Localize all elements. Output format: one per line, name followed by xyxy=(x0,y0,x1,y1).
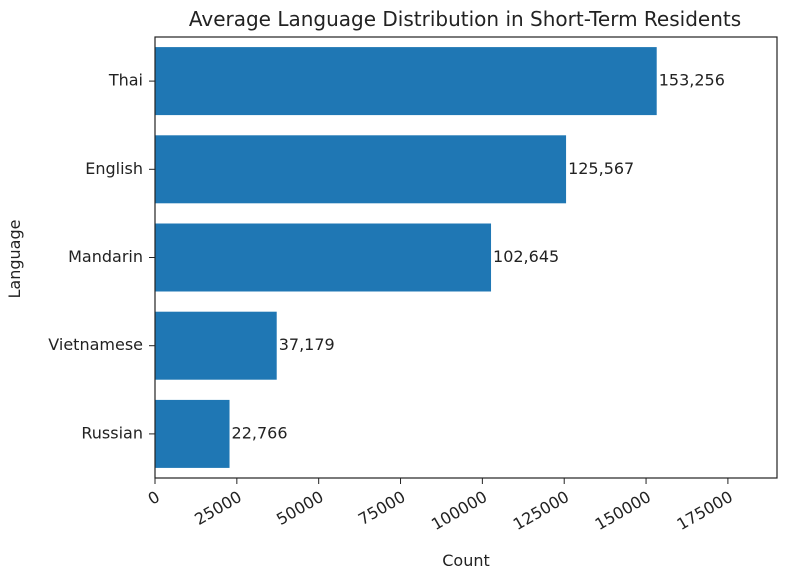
data-labels-layer: 153,256 125,567 102,645 37,179 22,766 xyxy=(232,71,725,443)
x-tick-label-125000: 125000 xyxy=(510,487,572,534)
x-tick-label-75000: 75000 xyxy=(355,487,409,529)
plot-frame xyxy=(154,36,778,479)
bar-english xyxy=(155,135,567,204)
y-ticks-layer: Thai English Mandarin Vietnamese Russian xyxy=(48,71,155,442)
y-axis-label: Language xyxy=(5,220,24,299)
y-tick-label-russian: Russian xyxy=(81,423,143,442)
y-tick-label-vietnamese: Vietnamese xyxy=(48,335,143,354)
x-tick-label-50000: 50000 xyxy=(273,487,327,529)
bar-russian xyxy=(155,399,230,468)
y-tick-label-thai: Thai xyxy=(108,71,143,90)
bar-thai xyxy=(155,47,657,116)
x-tick-label-0: 0 xyxy=(145,487,163,509)
x-tick-label-100000: 100000 xyxy=(428,487,490,534)
data-label-vietnamese: 37,179 xyxy=(279,335,335,354)
data-label-english: 125,567 xyxy=(568,159,634,178)
x-tick-label-175000: 175000 xyxy=(673,487,735,534)
y-tick-label-mandarin: Mandarin xyxy=(68,247,143,266)
bar-mandarin xyxy=(155,223,492,292)
y-tick-label-english: English xyxy=(85,159,143,178)
x-axis-label: Count xyxy=(442,551,490,570)
data-label-thai: 153,256 xyxy=(659,71,725,90)
x-tick-label-150000: 150000 xyxy=(592,487,654,534)
data-label-mandarin: 102,645 xyxy=(493,247,559,266)
x-tick-label-25000: 25000 xyxy=(191,487,245,529)
chart-title: Average Language Distribution in Short-T… xyxy=(189,7,741,31)
bars-layer xyxy=(155,47,657,468)
x-ticks-layer: 0 25000 50000 75000 100000 125000 150000 175000 xyxy=(145,478,736,534)
data-label-russian: 22,766 xyxy=(232,423,288,442)
bar-vietnamese xyxy=(155,311,277,380)
